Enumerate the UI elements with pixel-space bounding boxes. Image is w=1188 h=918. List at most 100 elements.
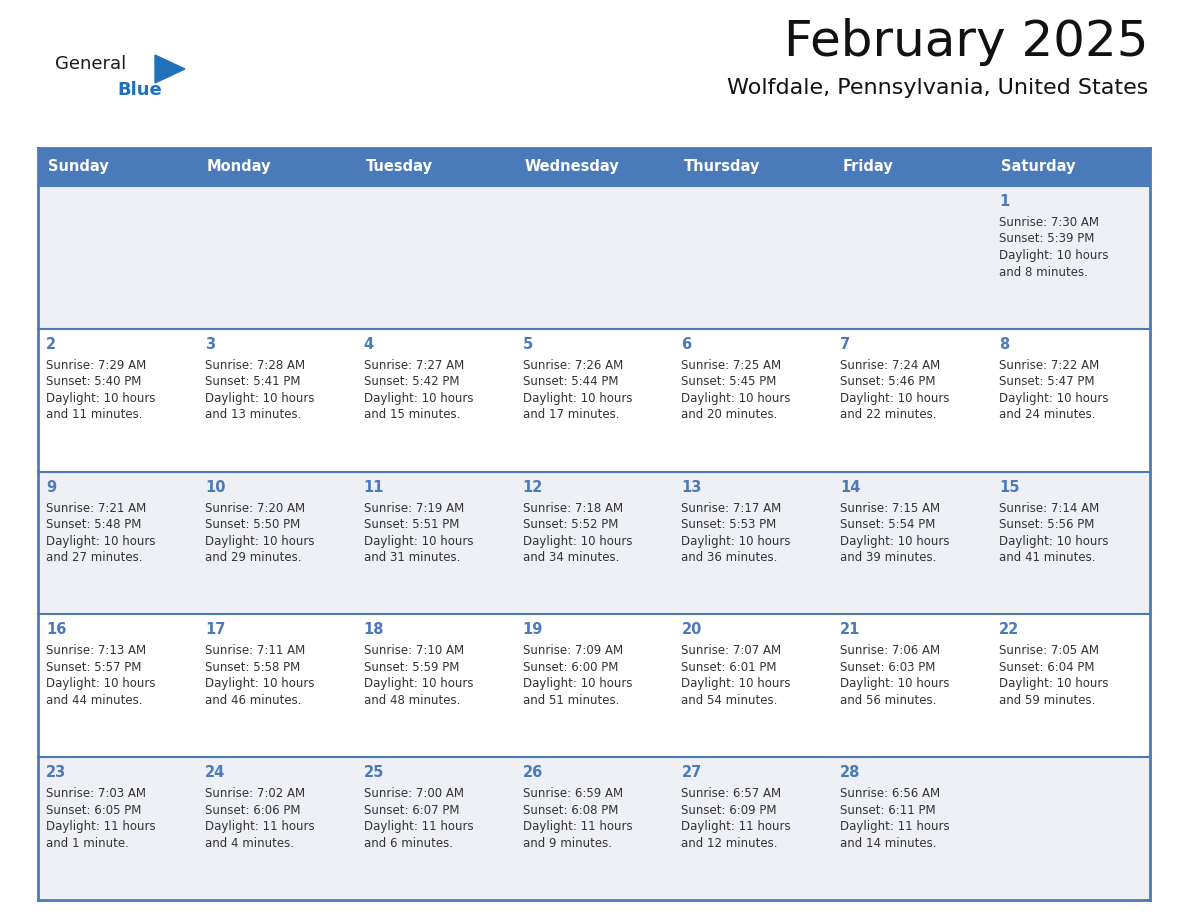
Text: 21: 21 [840,622,860,637]
Text: and 9 minutes.: and 9 minutes. [523,836,612,850]
Text: and 39 minutes.: and 39 minutes. [840,551,936,564]
Text: Sunrise: 7:09 AM: Sunrise: 7:09 AM [523,644,623,657]
Text: and 51 minutes.: and 51 minutes. [523,694,619,707]
Text: Daylight: 10 hours: Daylight: 10 hours [999,249,1108,262]
Text: Sunrise: 6:59 AM: Sunrise: 6:59 AM [523,788,623,800]
Text: 2: 2 [46,337,56,352]
Text: Sunday: Sunday [48,160,109,174]
Text: and 6 minutes.: and 6 minutes. [364,836,453,850]
Text: Daylight: 10 hours: Daylight: 10 hours [204,392,315,405]
Text: Sunrise: 7:27 AM: Sunrise: 7:27 AM [364,359,465,372]
Text: and 41 minutes.: and 41 minutes. [999,551,1095,564]
Text: 7: 7 [840,337,851,352]
Text: Sunrise: 7:25 AM: Sunrise: 7:25 AM [682,359,782,372]
Text: Sunrise: 7:11 AM: Sunrise: 7:11 AM [204,644,305,657]
Bar [38,614,1150,757]
Text: Sunset: 5:53 PM: Sunset: 5:53 PM [682,518,777,532]
Text: Sunset: 5:46 PM: Sunset: 5:46 PM [840,375,936,388]
Bar [514,148,674,186]
Text: Sunrise: 7:28 AM: Sunrise: 7:28 AM [204,359,305,372]
Text: Sunset: 6:11 PM: Sunset: 6:11 PM [840,803,936,817]
Text: 28: 28 [840,766,860,780]
Text: Sunset: 5:45 PM: Sunset: 5:45 PM [682,375,777,388]
Bar [833,148,991,186]
Text: Daylight: 10 hours: Daylight: 10 hours [682,534,791,548]
Text: Sunset: 5:40 PM: Sunset: 5:40 PM [46,375,141,388]
Text: Sunset: 5:57 PM: Sunset: 5:57 PM [46,661,141,674]
Text: Sunrise: 7:06 AM: Sunrise: 7:06 AM [840,644,941,657]
Text: and 36 minutes.: and 36 minutes. [682,551,778,564]
Text: Sunrise: 6:57 AM: Sunrise: 6:57 AM [682,788,782,800]
Text: and 22 minutes.: and 22 minutes. [840,409,937,421]
Text: 22: 22 [999,622,1019,637]
Text: Wednesday: Wednesday [525,160,619,174]
Text: and 46 minutes.: and 46 minutes. [204,694,302,707]
Text: Daylight: 10 hours: Daylight: 10 hours [682,392,791,405]
Text: Monday: Monday [207,160,271,174]
Bar [38,148,197,186]
Text: and 12 minutes.: and 12 minutes. [682,836,778,850]
Text: 26: 26 [523,766,543,780]
Text: and 17 minutes.: and 17 minutes. [523,409,619,421]
Text: Daylight: 11 hours: Daylight: 11 hours [204,820,315,834]
Text: Daylight: 10 hours: Daylight: 10 hours [364,677,473,690]
Text: Daylight: 10 hours: Daylight: 10 hours [840,534,949,548]
Text: and 24 minutes.: and 24 minutes. [999,409,1095,421]
Text: Sunset: 6:07 PM: Sunset: 6:07 PM [364,803,460,817]
Text: Sunset: 5:41 PM: Sunset: 5:41 PM [204,375,301,388]
Text: Sunset: 5:54 PM: Sunset: 5:54 PM [840,518,936,532]
Polygon shape [154,55,185,83]
Text: and 29 minutes.: and 29 minutes. [204,551,302,564]
Text: Tuesday: Tuesday [366,160,432,174]
Text: Sunset: 5:58 PM: Sunset: 5:58 PM [204,661,301,674]
Bar [674,148,833,186]
Text: Sunrise: 7:19 AM: Sunrise: 7:19 AM [364,501,465,515]
Text: Daylight: 10 hours: Daylight: 10 hours [523,677,632,690]
Text: Daylight: 11 hours: Daylight: 11 hours [364,820,473,834]
Bar [38,472,1150,614]
Text: Daylight: 10 hours: Daylight: 10 hours [840,677,949,690]
Text: 8: 8 [999,337,1010,352]
Text: Sunset: 6:09 PM: Sunset: 6:09 PM [682,803,777,817]
Text: Sunrise: 6:56 AM: Sunrise: 6:56 AM [840,788,941,800]
Text: Sunset: 6:00 PM: Sunset: 6:00 PM [523,661,618,674]
Text: Sunrise: 7:00 AM: Sunrise: 7:00 AM [364,788,463,800]
Text: Sunrise: 7:10 AM: Sunrise: 7:10 AM [364,644,463,657]
Text: Blue: Blue [116,81,162,99]
Text: Daylight: 10 hours: Daylight: 10 hours [364,534,473,548]
Text: 6: 6 [682,337,691,352]
Text: 23: 23 [46,766,67,780]
Text: 1: 1 [999,194,1010,209]
Text: Daylight: 10 hours: Daylight: 10 hours [46,534,156,548]
Text: Wolfdale, Pennsylvania, United States: Wolfdale, Pennsylvania, United States [727,78,1148,98]
Text: Daylight: 10 hours: Daylight: 10 hours [523,534,632,548]
Text: Thursday: Thursday [683,160,760,174]
Text: Sunrise: 7:05 AM: Sunrise: 7:05 AM [999,644,1099,657]
Text: and 27 minutes.: and 27 minutes. [46,551,143,564]
Bar [38,329,1150,472]
Text: Daylight: 10 hours: Daylight: 10 hours [999,392,1108,405]
Text: Sunset: 5:44 PM: Sunset: 5:44 PM [523,375,618,388]
Text: Daylight: 11 hours: Daylight: 11 hours [840,820,950,834]
Text: Daylight: 10 hours: Daylight: 10 hours [999,677,1108,690]
Text: Daylight: 10 hours: Daylight: 10 hours [204,677,315,690]
Text: and 31 minutes.: and 31 minutes. [364,551,460,564]
Text: 15: 15 [999,479,1019,495]
Text: Sunrise: 7:21 AM: Sunrise: 7:21 AM [46,501,146,515]
Text: Sunset: 5:56 PM: Sunset: 5:56 PM [999,518,1094,532]
Text: and 48 minutes.: and 48 minutes. [364,694,460,707]
Text: Sunrise: 7:15 AM: Sunrise: 7:15 AM [840,501,941,515]
Text: and 8 minutes.: and 8 minutes. [999,265,1088,278]
Text: 18: 18 [364,622,384,637]
Text: 13: 13 [682,479,702,495]
Text: and 15 minutes.: and 15 minutes. [364,409,460,421]
Text: 10: 10 [204,479,226,495]
Text: Daylight: 10 hours: Daylight: 10 hours [204,534,315,548]
Text: and 59 minutes.: and 59 minutes. [999,694,1095,707]
Text: Sunset: 5:39 PM: Sunset: 5:39 PM [999,232,1094,245]
Text: and 54 minutes.: and 54 minutes. [682,694,778,707]
Text: 3: 3 [204,337,215,352]
Text: Sunset: 5:48 PM: Sunset: 5:48 PM [46,518,141,532]
Text: February 2025: February 2025 [784,18,1148,66]
Bar [355,148,514,186]
